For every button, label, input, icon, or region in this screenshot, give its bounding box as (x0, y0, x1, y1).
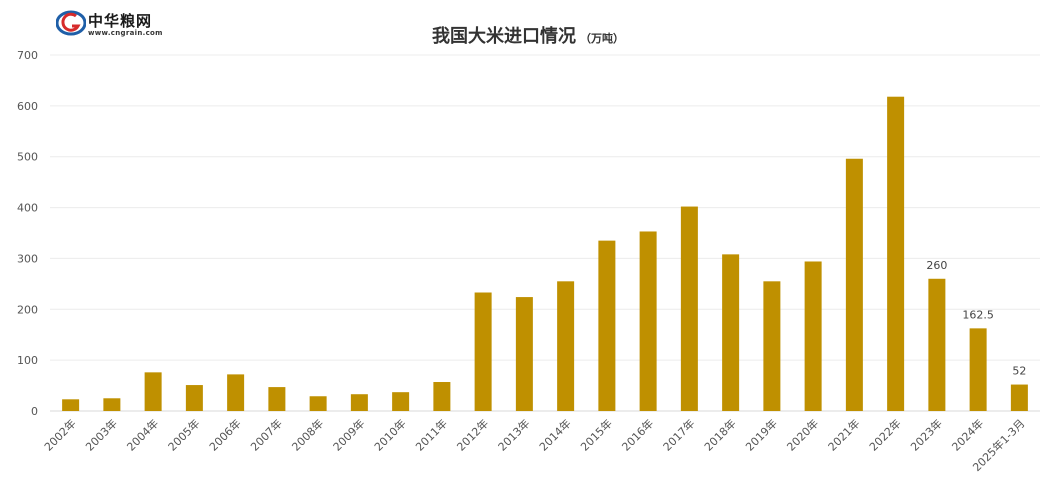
bar (185, 385, 203, 411)
data-labels: 260 162.5 52 (926, 259, 1026, 378)
x-tick-label: 2008年 (289, 416, 326, 453)
chart-subtitle: （万吨） (580, 32, 624, 45)
x-tick-label: 2012年 (454, 416, 491, 453)
bar (392, 392, 410, 411)
grid-lines (50, 54, 1040, 412)
logo-name: 中华粮网 (88, 12, 153, 30)
cngrain-logo: 中华粮网 www.cngrain.com (56, 9, 176, 39)
data-label: 162.5 (962, 308, 994, 321)
x-tick-label: 2011年 (413, 416, 450, 453)
x-tick-label: 2021年 (825, 416, 862, 453)
x-tick-label: 2017年 (660, 416, 697, 453)
bar (639, 231, 657, 411)
bar (227, 374, 245, 411)
bar (515, 297, 533, 411)
bar (680, 206, 698, 411)
x-tick-label: 2003年 (83, 416, 120, 453)
logo-url: www.cngrain.com (88, 29, 163, 37)
x-tick-label: 2009年 (330, 416, 367, 453)
data-label: 260 (926, 259, 947, 272)
bar (1010, 384, 1028, 411)
bar (433, 382, 451, 411)
x-tick-label: 2015年 (578, 416, 615, 453)
x-tick-label: 2005年 (165, 416, 202, 453)
x-tick-label: 2024年 (949, 416, 986, 453)
bar (722, 254, 740, 411)
bar (350, 394, 368, 411)
bar (268, 387, 286, 411)
y-axis-ticks: 0 100 200 300 400 500 600 700 (17, 49, 38, 418)
chart-title-block: 我国大米进口情况 （万吨） (0, 22, 1056, 48)
x-tick-label: 2014年 (536, 416, 573, 453)
x-tick-label: 2023年 (908, 416, 945, 453)
x-tick-label: 2019年 (743, 416, 780, 453)
y-tick-label: 200 (17, 303, 38, 316)
bar (887, 96, 905, 412)
x-tick-label: 2016年 (619, 416, 656, 453)
bar (474, 292, 492, 411)
bar (557, 281, 575, 411)
x-tick-label: 2002年 (41, 416, 78, 453)
y-tick-label: 300 (17, 252, 38, 265)
bars (62, 96, 1028, 412)
bar (62, 399, 80, 411)
x-axis-ticks: 2002年 2003年 2004年 2005年 2006年 2007年 2008年 2009年… (41, 416, 1027, 474)
x-tick-label: 2022年 (866, 416, 903, 453)
y-tick-label: 500 (17, 151, 38, 164)
data-label: 52 (1012, 365, 1026, 378)
bar (763, 281, 781, 411)
x-tick-label: 2020年 (784, 416, 821, 453)
x-tick-label: 2007年 (248, 416, 285, 453)
bar (928, 278, 946, 411)
x-tick-label: 2004年 (124, 416, 161, 453)
bar (103, 398, 121, 411)
y-tick-label: 100 (17, 354, 38, 367)
bar (309, 396, 327, 411)
y-tick-label: 700 (17, 49, 38, 62)
bar (144, 372, 162, 411)
y-tick-label: 600 (17, 100, 38, 113)
bar (969, 328, 987, 411)
chart-title: 我国大米进口情况 (432, 26, 576, 47)
y-tick-label: 400 (17, 202, 38, 215)
x-tick-label: 2018年 (701, 416, 738, 453)
x-tick-label: 2013年 (495, 416, 532, 453)
x-tick-label: 2006年 (206, 416, 243, 453)
x-tick-label: 2010年 (371, 416, 408, 453)
bar (598, 240, 616, 411)
bar (804, 261, 822, 411)
bar (845, 158, 863, 411)
cngrain-logo-icon (56, 10, 86, 36)
y-tick-label: 0 (31, 405, 38, 418)
